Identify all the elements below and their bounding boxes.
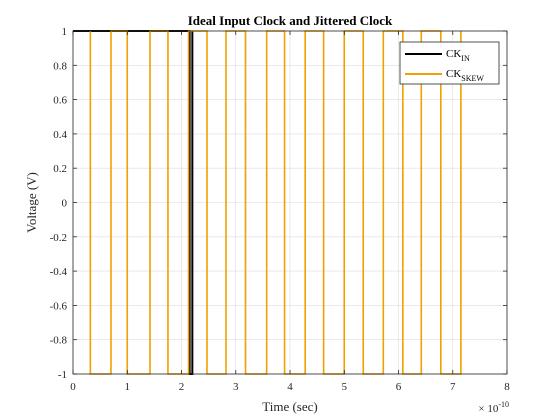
y-tick-label: -1: [58, 369, 67, 381]
x-multiplier-base: × 10: [478, 403, 498, 415]
x-tick-label: 7: [450, 381, 456, 393]
x-tick-label: 8: [504, 381, 510, 393]
x-tick-label: 2: [179, 381, 185, 393]
legend-label-0: CKIN: [446, 48, 470, 63]
legend-label-main: CK: [446, 68, 461, 80]
x-tick-label: 6: [396, 381, 402, 393]
legend-label-subscript: IN: [461, 54, 470, 63]
y-tick-label: -0.8: [50, 335, 68, 347]
x-tick-label: 3: [233, 381, 239, 393]
x-tick-label: 1: [125, 381, 131, 393]
y-axis-label: Voltage (V): [24, 172, 39, 233]
x-tick-label: 4: [287, 381, 293, 393]
y-tick-label: -0.4: [50, 266, 68, 278]
y-tick-label: 0.6: [53, 95, 67, 107]
x-multiplier-exponent: -10: [498, 400, 509, 409]
y-tick-label: -0.6: [50, 300, 68, 312]
x-tick-label: 5: [342, 381, 348, 393]
legend-label-main: CK: [446, 48, 461, 60]
x-tick-label: 0: [70, 381, 76, 393]
y-tick-label: 0.8: [53, 60, 67, 72]
y-tick-label: 1: [62, 26, 68, 38]
legend-box: [399, 41, 500, 85]
y-tick-label: 0: [62, 198, 68, 210]
y-tick-label: 0.4: [53, 129, 67, 141]
axis-ticks: 0 1 2 3 4 5 6 7 8 -1 -0.8 -0.6 -0.4 -0.2 0 0.2 0.4 0.6 0.8…: [50, 26, 511, 393]
chart-title: Ideal Input Clock and Jittered Clock: [188, 13, 393, 28]
legend-label-1: CKSKEW: [446, 68, 484, 83]
y-tick-label: -0.2: [50, 232, 67, 244]
x-axis-label: Time (sec): [262, 399, 318, 414]
y-tick-label: 0.2: [53, 163, 67, 175]
legend-label-subscript: SKEW: [461, 74, 484, 83]
x-axis-multiplier: × 10-10: [478, 400, 509, 415]
